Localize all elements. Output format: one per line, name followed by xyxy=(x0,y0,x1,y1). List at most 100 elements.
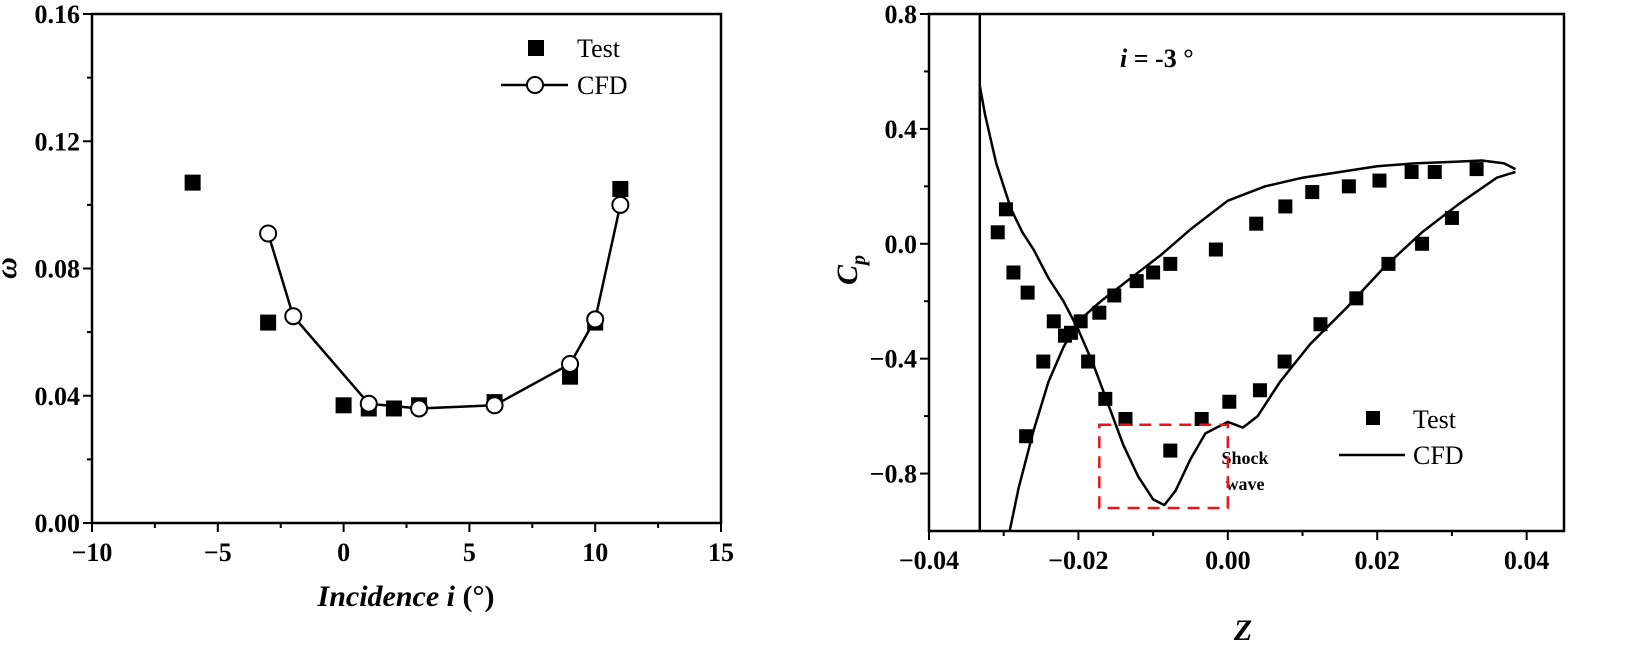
right-legend: Test CFD xyxy=(1339,405,1464,470)
test-point xyxy=(1019,429,1034,444)
right-y-tick-label: 0.0 xyxy=(885,230,918,259)
test-point xyxy=(1313,317,1328,332)
cfd-point xyxy=(284,307,303,326)
test-point xyxy=(335,397,352,414)
test-point xyxy=(1129,274,1144,289)
pressure-coefficient-chart: −0.04 −0.02 0.00 0.02 0.04−0.8−0.40.00.40.8 … xyxy=(831,0,1566,647)
right-y-axis-title-text: Cp xyxy=(831,255,870,285)
shock-wave-label-line2: wave xyxy=(1226,474,1265,494)
test-point xyxy=(1163,443,1178,458)
legend-test-marker xyxy=(528,40,544,56)
shock-wave-label-line1: Shock xyxy=(1221,448,1268,468)
test-point xyxy=(1305,185,1320,200)
cfd-point xyxy=(259,224,278,243)
test-point xyxy=(1249,216,1264,231)
right-x-tick-label: −0.04 xyxy=(899,546,959,575)
test-point xyxy=(562,368,579,385)
legend-cfd-label: CFD xyxy=(577,71,628,100)
test-point xyxy=(1415,236,1430,251)
test-point xyxy=(1277,354,1292,369)
left-y-tick-label: 0.00 xyxy=(35,509,81,538)
test-point xyxy=(385,400,402,417)
legend-cfd-label: CFD xyxy=(1413,441,1464,470)
right-plot-data xyxy=(978,14,1517,531)
right-annotations: i = -3 ° Shock wave xyxy=(1098,44,1269,510)
left-plot-data xyxy=(184,174,630,418)
right-x-tick-label: −0.02 xyxy=(1048,546,1108,575)
test-point xyxy=(998,202,1013,217)
test-point xyxy=(1063,325,1078,340)
cp-subscript: p xyxy=(848,255,870,267)
test-point xyxy=(1146,265,1161,280)
left-x-tick-label: 5 xyxy=(463,538,476,567)
test-point xyxy=(1020,285,1035,300)
right-y-tick-label: 0.4 xyxy=(885,115,918,144)
test-point xyxy=(1194,411,1209,426)
test-point xyxy=(1092,305,1107,320)
test-point xyxy=(1278,199,1293,214)
left-x-axis-title: Incidence i (°) xyxy=(317,580,495,613)
test-point xyxy=(1469,162,1484,177)
right-y-tick-label: −0.4 xyxy=(870,345,917,374)
test-point xyxy=(1118,411,1133,426)
right-x-tick-label: 0.04 xyxy=(1504,546,1550,575)
left-x-tick-label: −5 xyxy=(204,538,232,567)
test-point xyxy=(1036,354,1051,369)
right-plot-frame xyxy=(927,12,1566,533)
left-x-tick-label: 0 xyxy=(337,538,350,567)
legend-test-label: Test xyxy=(577,34,621,63)
incidence-annotation: i = -3 ° xyxy=(1120,44,1194,73)
legend-test-label: Test xyxy=(1413,405,1457,434)
left-y-tick-label: 0.12 xyxy=(35,127,81,156)
right-x-tick-label: 0.02 xyxy=(1354,546,1400,575)
cfd-point xyxy=(561,354,580,373)
test-point xyxy=(1427,164,1442,179)
left-legend: Test CFD xyxy=(501,34,628,100)
shock-wave-box xyxy=(1098,423,1230,510)
left-x-axis-title-main: Incidence i xyxy=(317,580,456,613)
test-point xyxy=(260,314,277,331)
test-point xyxy=(1098,391,1113,406)
test-point xyxy=(1404,164,1419,179)
right-x-axis-title: Z xyxy=(1233,614,1252,647)
cfd-point xyxy=(611,195,630,214)
left-x-tick-label: 15 xyxy=(708,538,734,567)
test-point xyxy=(1349,291,1364,306)
left-y-tick-label: 0.04 xyxy=(35,382,81,411)
cfd-point xyxy=(586,310,605,329)
test-point xyxy=(1252,383,1267,398)
test-point xyxy=(1163,256,1178,271)
test-point xyxy=(990,225,1005,240)
test-point xyxy=(1381,256,1396,271)
left-x-tick-label: −10 xyxy=(72,538,113,567)
cfd-point xyxy=(359,394,378,413)
right-axis-ticks: −0.04 −0.02 0.00 0.02 0.04 −0.8 −0.4 0.0 0.4 0.8 xyxy=(870,0,1550,575)
left-x-axis-title-unit: (°) xyxy=(455,580,494,613)
left-x-tick-label: 10 xyxy=(582,538,608,567)
incidence-annotation-var: i xyxy=(1120,44,1128,73)
cfd-point xyxy=(410,399,429,418)
test-point xyxy=(1006,265,1021,280)
legend-cfd-marker xyxy=(526,76,544,94)
test-point xyxy=(1444,210,1459,225)
test-point xyxy=(1222,394,1237,409)
test-point xyxy=(1107,288,1122,303)
test-point xyxy=(1081,354,1096,369)
legend-test-marker xyxy=(1366,411,1380,425)
cp-symbol: C xyxy=(831,264,864,285)
test-point xyxy=(1341,179,1356,194)
test-point xyxy=(1073,314,1088,329)
left-y-tick-label: 0.08 xyxy=(35,255,81,284)
right-x-tick-label: 0.00 xyxy=(1205,546,1251,575)
right-y-axis-title: Cp xyxy=(831,255,870,285)
left-y-axis-title: ω xyxy=(0,257,23,279)
test-point xyxy=(1372,173,1387,188)
right-y-tick-label: −0.8 xyxy=(870,460,917,489)
cfd-curve xyxy=(1008,159,1517,531)
right-y-tick-label: 0.8 xyxy=(885,0,918,29)
left-axis-ticks: −10 −5 0 5 10 15 0.00 0.04 0.08 0.12 0.16 xyxy=(35,0,735,567)
test-point xyxy=(1208,242,1223,257)
cfd-point xyxy=(485,396,504,415)
left-y-tick-label: 0.16 xyxy=(35,0,81,29)
